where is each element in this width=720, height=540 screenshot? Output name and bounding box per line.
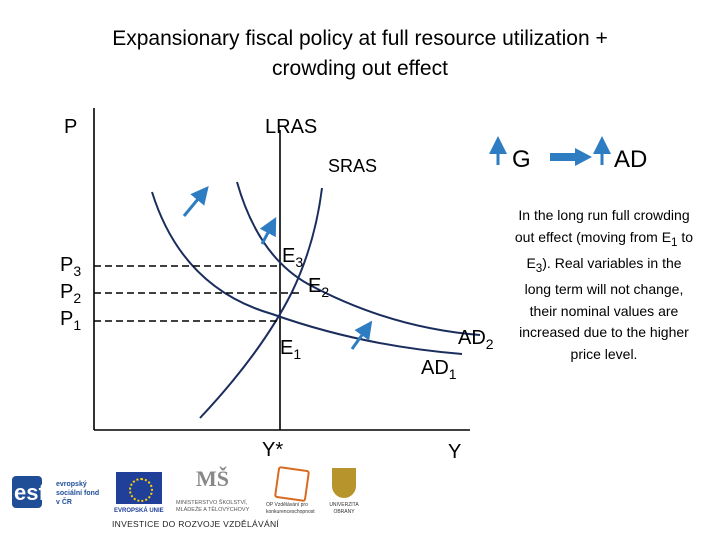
ad-shift-arrow-top [182,186,209,217]
ad2-label: AD2 [458,327,494,352]
title-line-2: crowding out effect [272,57,448,80]
e1-sub: 1 [293,346,301,362]
msmt-emblem-icon: MŠ [196,466,229,491]
p3-label: P3 [60,254,81,279]
p2-label: P2 [60,281,81,306]
e2-label: E2 [308,275,329,300]
p1-label: P1 [60,308,81,333]
sras-label: SRAS [328,156,377,176]
ad2-main: AD [458,327,486,349]
eu-caption: EVROPSKÁ UNIE [114,508,164,514]
lras-label: LRAS [265,116,317,138]
sras-curve [199,187,323,419]
ad2-curve [236,181,481,336]
esf-caption: evropský sociální fond v ČR [56,481,100,506]
esf-emblem-icon [12,476,42,508]
e2-sub: 2 [321,284,329,300]
note-part-3: ). Real variables in the long term will … [519,254,689,362]
msmt-caption: MINISTERSTVO ŠKOLSTVÍ, MLÁDEŽE A TĚLOVÝC… [176,500,250,513]
ad1-curve [151,191,463,355]
esf-logo: esf evropský sociální fond v ČR [12,472,104,518]
title-line-1: Expansionary fiscal policy at full resou… [112,27,608,50]
footer-text: INVESTICE DO ROZVOJE VZDĚLÁVÁNÍ [112,519,280,529]
right-arrow-icon [550,148,592,166]
op-caption: OP Vzdělávání pro konkurenceschopnost [266,502,315,515]
university-logo: UNIVERZITA OBRANY [324,468,364,516]
ad1-main: AD [421,357,449,379]
p1-sub: 1 [73,317,81,333]
university-caption: UNIVERZITA OBRANY [329,502,359,515]
eu-logo: EVROPSKÁ UNIE [112,472,166,518]
esf-word: esf [14,480,46,505]
slide-title: Expansionary fiscal policy at full resou… [20,24,700,84]
e1-main: E [280,337,293,359]
p3-sub: 3 [73,263,81,279]
msmt-logo: MŠ MINISTERSTVO ŠKOLSTVÍ, MLÁDEŽE A TĚLO… [176,466,256,516]
ad-legend-label: AD [614,146,647,173]
g-label: G [512,146,531,173]
ad-shift-arrow-bottom [350,320,373,350]
e1-label: E1 [280,337,301,362]
y-star-label: Y* [262,439,283,461]
e3-label: E3 [282,245,303,270]
op-emblem-icon [273,465,311,503]
p3-main: P [60,254,73,276]
p2-sub: 2 [73,290,81,306]
x-axis-label: Y [448,441,461,463]
ad1-sub: 1 [449,366,457,382]
p1-main: P [60,308,73,330]
ad1-label: AD1 [421,357,457,382]
shield-icon [332,468,356,498]
e3-sub: 3 [295,254,303,270]
note-sub-2: 3 [535,261,543,275]
p2-main: P [60,281,73,303]
sras-shift-arrow [259,217,277,245]
op-logo: OP Vzdělávání pro konkurenceschopnost [266,465,318,516]
e2-main: E [308,275,321,297]
y-axis-label: P [64,116,77,138]
note-part-1: In the long run full crowding out effect… [514,207,690,245]
ad2-sub: 2 [486,336,494,352]
eu-flag-icon [116,472,162,504]
logo-strip: esf evropský sociální fond v ČR EVROPSKÁ… [8,465,368,536]
e3-main: E [282,245,295,267]
note-sub-1: 1 [671,235,678,249]
explanation-note: In the long run full crowding out effect… [514,205,694,365]
note-part-2: to E [526,228,694,271]
